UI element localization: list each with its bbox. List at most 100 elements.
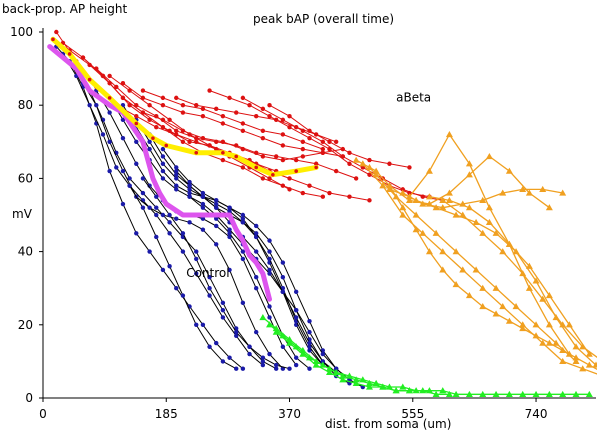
data-point-abeta_far [426,248,433,254]
data-point-abeta [274,154,278,158]
data-point-abeta [287,176,291,180]
data-point-abeta [227,96,231,100]
data-point-abeta_far [486,204,493,210]
x-axis-title: dist. from soma (um) [325,417,451,431]
data-point-abeta_far [506,318,513,324]
annotation-label: aBeta [396,91,431,105]
data-point-abeta_mean [314,166,318,170]
data-point-abeta [181,103,185,107]
data-point-control [187,195,191,199]
data-point-control [214,242,218,246]
y-tick-label: 0 [25,391,33,405]
annotation-label: Control [186,266,229,280]
data-point-control_mean [234,228,238,232]
data-point-abeta [301,147,305,151]
data-point-control [254,330,258,334]
data-point-control_mean [131,125,135,129]
data-point-abeta_mean [68,52,72,56]
data-point-control [281,275,285,279]
data-point-control [214,198,218,202]
data-point-abeta [187,132,191,136]
data-point-control_mean [151,176,155,180]
data-point-abeta [114,85,118,89]
data-point-control [167,220,171,224]
x-tick-label: 370 [278,407,301,421]
data-point-control [181,293,185,297]
data-point-control [147,140,151,144]
data-point-control [281,345,285,349]
y-tick-label: 20 [18,318,33,332]
data-point-control_mean [261,272,265,276]
data-point-control_mean [254,261,258,265]
data-point-abeta_mean [221,151,225,155]
data-point-abeta [354,176,358,180]
data-point-abeta [334,140,338,144]
data-point-control [234,367,238,371]
data-point-abeta [321,147,325,151]
series-line-abeta_far-22 [443,200,597,361]
data-point-abeta [161,125,165,129]
data-point-control_mean [48,45,52,49]
data-point-abeta [321,195,325,199]
data-point-control [227,205,231,209]
data-point-abeta [407,165,411,169]
data-point-control [127,184,131,188]
data-point-control_mean [268,297,272,301]
data-point-control [287,367,291,371]
data-point-abeta [334,169,338,173]
data-point-control [147,147,151,151]
data-point-abeta [81,55,85,59]
data-point-control [147,249,151,253]
data-point-control [107,110,111,114]
data-point-abeta_far [353,157,360,163]
data-point-abeta [187,140,191,144]
data-point-control_mean [61,56,65,60]
data-point-abeta [347,162,351,166]
data-point-control [121,202,125,206]
data-point-control [281,290,285,294]
data-point-abeta [301,140,305,144]
data-point-control [267,249,271,253]
data-point-control_mean [241,239,245,243]
data-point-abeta [241,129,245,133]
data-point-abeta [241,121,245,125]
data-point-abeta_mean [88,78,92,82]
data-point-control [174,286,178,290]
data-point-abeta [327,140,331,144]
data-point-control_mean [194,213,198,217]
data-point-control [114,165,118,169]
data-point-abeta [267,103,271,107]
data-point-control [254,224,258,228]
data-point-control [194,249,198,253]
data-point-control [161,213,165,217]
data-point-control [254,249,258,253]
data-point-control [267,304,271,308]
data-point-abeta_far [546,321,553,327]
data-point-control [241,213,245,217]
data-point-abeta [54,30,58,34]
data-point-control [134,231,138,235]
data-point-control [141,176,145,180]
data-point-control [174,169,178,173]
data-point-abeta [214,107,218,111]
data-point-control [267,315,271,319]
series-line-control-29 [123,105,323,365]
data-point-abeta [241,165,245,169]
y-axis-unit: mV [12,207,33,221]
data-point-abeta [294,158,298,162]
data-point-control [207,345,211,349]
data-point-control [161,147,165,151]
x-tick-label: 185 [155,407,178,421]
data-point-abeta [214,140,218,144]
data-point-control [267,257,271,261]
data-point-abeta [301,129,305,133]
data-point-control [214,205,218,209]
data-point-control [241,367,245,371]
data-point-abeta_far [446,131,453,137]
data-point-control [194,323,198,327]
data-point-control [247,345,251,349]
y-tick-label: 40 [18,245,33,259]
data-point-abeta [347,151,351,155]
data-point-control [207,293,211,297]
